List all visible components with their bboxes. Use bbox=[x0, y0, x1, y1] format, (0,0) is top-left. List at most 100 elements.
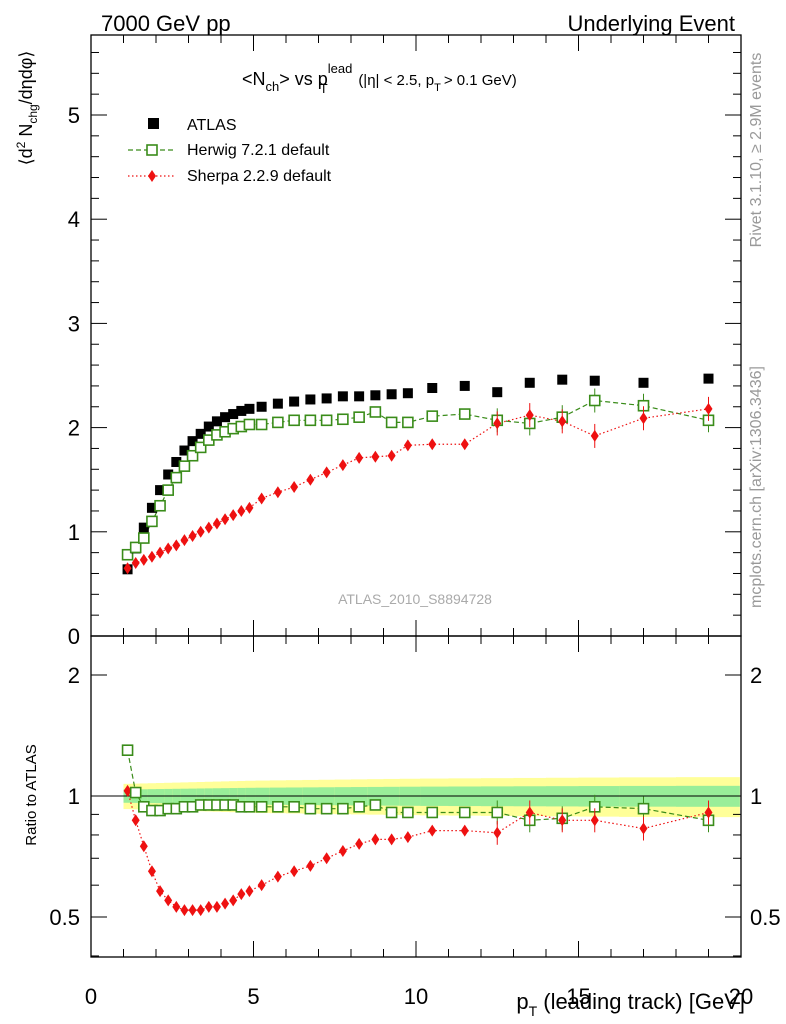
ratio-sherpa-point bbox=[221, 897, 230, 910]
sherpa-point bbox=[338, 459, 347, 472]
ratio-sherpa-point bbox=[460, 824, 469, 837]
ratio-panel: 0 5 10 15 20 0.5 0.5 1 1 2 2 bbox=[49, 635, 781, 1009]
ratio-sherpa-point bbox=[156, 885, 165, 898]
herwig-point bbox=[162, 484, 174, 496]
ratio-sherpa-point bbox=[428, 824, 437, 837]
ratio-herwig-point bbox=[353, 801, 365, 813]
atlas-point bbox=[524, 377, 535, 388]
ratio-sherpa-point bbox=[403, 831, 412, 844]
sherpa-point bbox=[123, 562, 132, 575]
sherpa-point bbox=[558, 415, 567, 428]
ratio-sherpa-line bbox=[126, 790, 709, 911]
legend-sherpa-marker bbox=[148, 170, 156, 182]
atlas-point bbox=[354, 391, 365, 402]
ratio-sherpa-point bbox=[131, 814, 140, 827]
atlas-point bbox=[402, 388, 413, 399]
sherpa-point bbox=[355, 451, 364, 464]
ratio-herwig-point bbox=[426, 806, 439, 819]
atlas-point bbox=[195, 428, 206, 439]
ratio-herwig-point bbox=[637, 802, 650, 815]
main-y-tick-label: 0 bbox=[68, 624, 80, 649]
legend-sherpa-label: Sherpa 2.2.9 default bbox=[187, 168, 332, 185]
atlas-point bbox=[492, 387, 503, 398]
atlas-point bbox=[179, 445, 190, 456]
ratio-herwig-point bbox=[243, 801, 256, 813]
ratio-sherpa-point bbox=[525, 806, 534, 819]
atlas-point bbox=[272, 398, 283, 409]
legend-herwig-marker bbox=[146, 144, 158, 156]
main-y-tick-label: 3 bbox=[68, 311, 80, 336]
herwig-point bbox=[458, 408, 471, 420]
sherpa-point bbox=[196, 525, 205, 538]
herwig-point bbox=[385, 416, 398, 429]
ratio-herwig-point bbox=[304, 802, 317, 815]
atlas-point bbox=[163, 469, 174, 480]
herwig-point bbox=[243, 418, 256, 431]
x-tick-label: 15 bbox=[566, 984, 590, 1009]
ratio-y-tick-label-left: 1 bbox=[68, 784, 80, 809]
herwig-point bbox=[369, 406, 382, 418]
sherpa-point bbox=[164, 542, 173, 555]
plot-title: <Nch> vs pTlead(|η| < 2.5, pT > 0.1 GeV) bbox=[242, 61, 517, 96]
ratio-sherpa-point bbox=[371, 833, 380, 846]
sherpa-point bbox=[257, 492, 266, 505]
ratio-herwig-point bbox=[129, 786, 142, 799]
ratio-y-tick-label-left: 0.5 bbox=[49, 905, 80, 930]
herwig-point bbox=[129, 541, 142, 554]
herwig-point bbox=[121, 548, 134, 561]
x-tick-label: 5 bbox=[247, 984, 259, 1009]
legend-herwig-label: Herwig 7.2.1 default bbox=[187, 142, 330, 159]
sherpa-point bbox=[229, 509, 238, 522]
x-tick-label: 10 bbox=[404, 984, 428, 1009]
legend-atlas-marker bbox=[148, 118, 159, 129]
ratio-sherpa-point bbox=[322, 852, 331, 865]
atlas-point bbox=[305, 394, 316, 405]
herwig-point bbox=[194, 441, 207, 454]
ratio-herwig-point bbox=[385, 806, 398, 819]
title-mid-sub: T bbox=[320, 81, 328, 96]
sherpa-point bbox=[172, 539, 181, 552]
herwig-point bbox=[288, 414, 300, 427]
ratio-sherpa-point bbox=[245, 885, 254, 898]
atlas-point bbox=[337, 391, 348, 402]
herwig-point bbox=[588, 394, 601, 407]
ratio-y-tick-label-left: 2 bbox=[68, 663, 80, 688]
ratio-sherpa-point bbox=[164, 894, 173, 907]
ylabel-ratio: Ratio to ATLAS bbox=[23, 744, 40, 845]
sherpa-point bbox=[387, 449, 396, 462]
main-y-tick-label: 4 bbox=[68, 207, 80, 232]
sherpa-point bbox=[428, 438, 437, 451]
ratio-sherpa-point bbox=[196, 904, 205, 917]
ratio-herwig-point bbox=[491, 806, 504, 819]
ratio-sherpa-point bbox=[704, 806, 713, 819]
atlas-point bbox=[256, 401, 267, 412]
legend: ATLAS Herwig 7.2.1 default Sherpa 2.2.9 … bbox=[128, 117, 332, 185]
header-right: Underlying Event bbox=[567, 11, 735, 36]
sherpa-point bbox=[273, 486, 282, 499]
ratio-herwig-point bbox=[320, 802, 333, 815]
ylabel-main-p1: ⟨d bbox=[16, 148, 36, 165]
ratio-sherpa-point bbox=[188, 904, 197, 917]
sherpa-point bbox=[639, 412, 648, 425]
sherpa-point bbox=[306, 473, 315, 486]
ratio-sherpa-point bbox=[493, 826, 502, 839]
ylabel-main-sup: 2 bbox=[14, 141, 28, 148]
ratio-y-tick-label-right: 1 bbox=[750, 784, 762, 809]
herwig-point bbox=[272, 416, 284, 429]
sherpa-point bbox=[237, 504, 246, 517]
header-left: 7000 GeV pp bbox=[101, 11, 231, 36]
ratio-sherpa-point bbox=[338, 844, 347, 857]
herwig-point bbox=[320, 414, 333, 427]
atlas-point bbox=[211, 416, 222, 427]
herwig-line bbox=[127, 399, 709, 556]
ylabel-main-sub: chg bbox=[26, 104, 40, 123]
atlas-point bbox=[203, 421, 214, 432]
ratio-sherpa-point bbox=[212, 900, 221, 913]
atlas-point bbox=[220, 412, 231, 423]
atlas-point bbox=[370, 390, 381, 401]
atlas-point bbox=[386, 389, 397, 400]
ratio-sherpa-point bbox=[306, 859, 315, 872]
sherpa-point bbox=[188, 529, 197, 542]
main-panel: 0 1 2 3 4 5 bbox=[68, 34, 742, 649]
sherpa-point bbox=[131, 557, 140, 570]
